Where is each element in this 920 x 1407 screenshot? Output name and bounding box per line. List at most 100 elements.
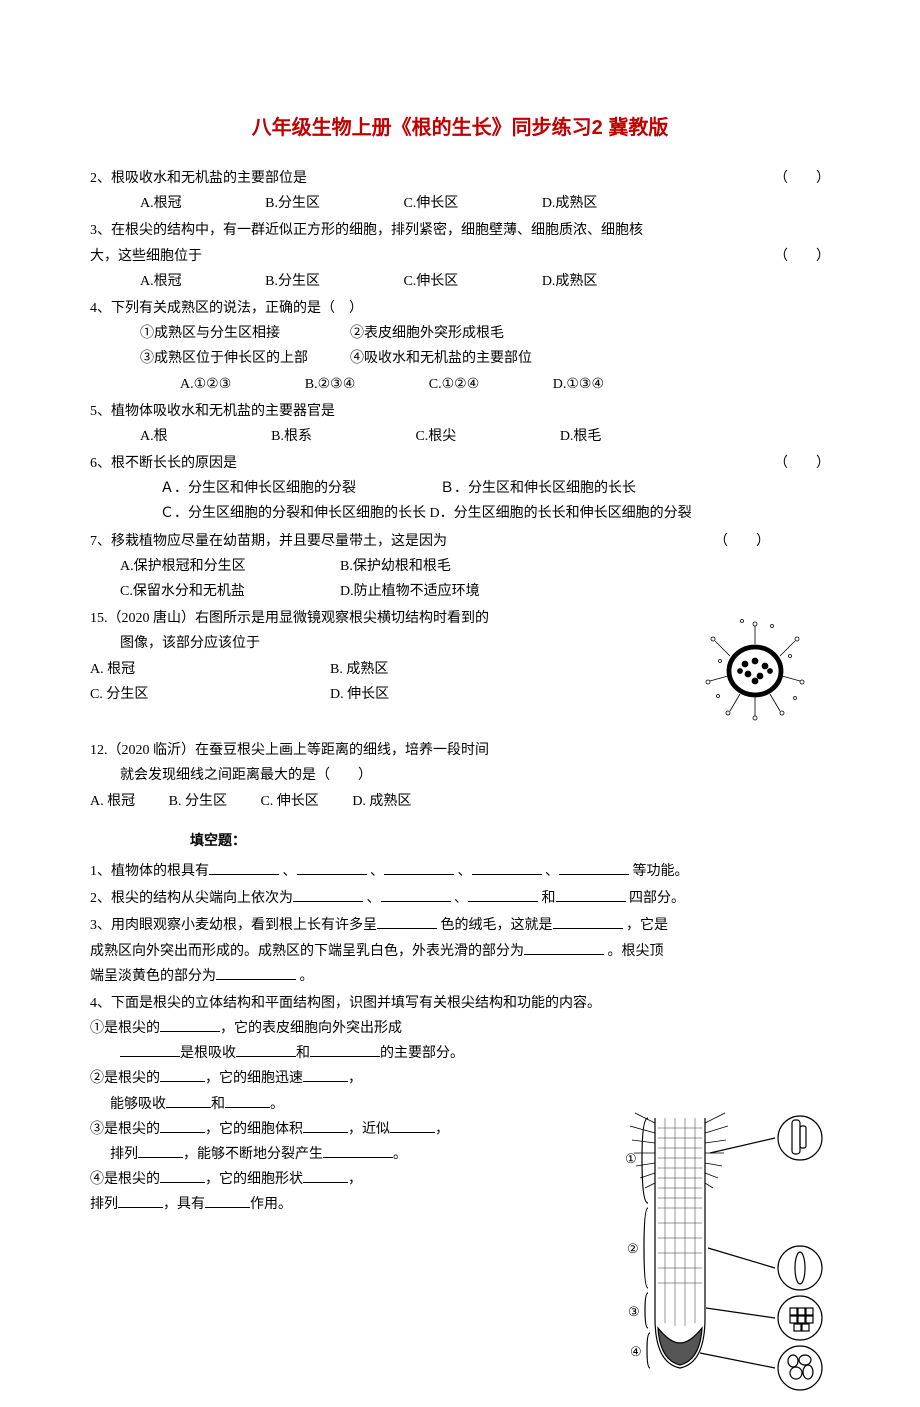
question-2: 2、根吸收水和无机盐的主要部位是（ ） A.根冠 B.分生区 C.伸长区 D.成… xyxy=(90,166,830,216)
f3-p2: 色的绒毛，这就是 xyxy=(441,918,553,933)
q12-stem1: 12.（2020 临沂）在蚕豆根尖上画上等距离的细线，培养一段时间 xyxy=(90,738,830,763)
q2-paren: （ ） xyxy=(774,166,830,191)
q7-paren: （ ） xyxy=(714,529,770,554)
q5-opt-c: C.根尖 xyxy=(415,424,456,449)
q5-stem: 5、植物体吸收水和无机盐的主要器官是 xyxy=(90,399,830,424)
f4-l4b: 和 xyxy=(211,1097,225,1112)
question-3: 3、在根尖的结构中，有一群近似正方形的细胞，排列紧密，细胞壁薄、细胞质浓、细胞核… xyxy=(90,218,830,294)
q7-stem: 7、移栽植物应尽量在幼苗期，并且要尽量带土，这是因为 xyxy=(90,534,447,549)
q6-opt-a: Ａ．分生区和伸长区细胞的分裂 xyxy=(160,476,440,501)
q7-opt-b: B.保护幼根和根毛 xyxy=(340,559,451,574)
f4-l8c: 作用。 xyxy=(250,1197,292,1212)
q15-opt-a: A. 根冠 xyxy=(90,657,330,682)
question-4: 4、下列有关成熟区的说法，正确的是（ ） ①成熟区与分生区相接②表皮细胞外突形成… xyxy=(90,296,830,397)
f4-stem: 4、下面是根尖的立体结构和平面结构图，识图并填写有关根尖结构和功能的内容。 xyxy=(90,991,830,1016)
fig-label-3: ③ xyxy=(628,1304,640,1319)
f4-l7a: ④是根尖的 xyxy=(90,1172,160,1187)
f2-p4: 和 xyxy=(542,891,556,906)
fill-section-title: 填空题： xyxy=(90,829,830,854)
fill-2: 2、根尖的结构从尖端向上依次为 、 、 和 四部分。 xyxy=(90,886,830,911)
f2-p3: 、 xyxy=(454,891,468,906)
root-tip-figure: ① ② ③ ④ xyxy=(610,1108,840,1398)
q4-stem: 4、下列有关成熟区的说法，正确的是（ ） xyxy=(90,296,830,321)
q6-opt-c: Ｃ．分生区细胞的分裂和伸长区细胞的长长 xyxy=(160,506,426,521)
f4-l5b: ，它的细胞体积 xyxy=(205,1122,303,1137)
q4-sub1b: ②表皮细胞外突形成根毛 xyxy=(350,326,504,341)
q7-opt-d: D.防止植物不适应环境 xyxy=(340,584,480,599)
f4-l4c: 。 xyxy=(270,1097,284,1112)
f4-l6c: 。 xyxy=(393,1147,407,1162)
f2-p1: 2、根尖的结构从尖端向上依次为 xyxy=(90,891,293,906)
q5-opt-d: D.根毛 xyxy=(560,424,602,449)
f4-l7c: ， xyxy=(348,1172,362,1187)
question-6: 6、根不断长长的原因是 （ ） Ａ．分生区和伸长区细胞的分裂Ｂ．分生区和伸长区细胞… xyxy=(90,451,830,527)
question-12: 12.（2020 临沂）在蚕豆根尖上画上等距离的细线，培养一段时间 就会发现细线… xyxy=(90,738,830,814)
f1-p6: 等功能。 xyxy=(633,864,689,879)
q4-opt-a: A.①②③ xyxy=(180,372,231,397)
question-7: 7、移栽植物应尽量在幼苗期，并且要尽量带土，这是因为 （ ） A.保护根冠和分生区… xyxy=(90,529,830,605)
q6-paren: （ ） xyxy=(774,451,830,476)
q4-sub1a: ①成熟区与分生区相接 xyxy=(140,321,350,346)
f3-p5: 。根尖顶 xyxy=(608,944,664,959)
q5-opt-a: A.根 xyxy=(140,424,168,449)
q4-opt-d: D.①③④ xyxy=(553,372,604,397)
q4-sub2b: ④吸收水和无机盐的主要部位 xyxy=(350,351,532,366)
question-5: 5、植物体吸收水和无机盐的主要器官是 A.根 B.根系 C.根尖 D.根毛 xyxy=(90,399,830,449)
q3-stem1: 3、在根尖的结构中，有一群近似正方形的细胞，排列紧密，细胞壁薄、细胞质浓、细胞核 xyxy=(90,218,830,243)
f3-p6: 端呈淡黄色的部分为 xyxy=(90,969,216,984)
f4-l1b: ，它的表皮细胞向外突出形成 xyxy=(220,1021,402,1036)
f4-l5a: ③是根尖的 xyxy=(90,1122,160,1137)
q2-opt-b: B.分生区 xyxy=(265,191,320,216)
f4-l3b: ，它的细胞迅速 xyxy=(205,1071,303,1086)
f3-p4: 成熟区向外突出而形成的。成熟区的下端呈乳白色，外表光滑的部分为 xyxy=(90,944,524,959)
q2-opt-a: A.根冠 xyxy=(140,191,182,216)
q2-opt-d: D.成熟区 xyxy=(542,191,598,216)
f3-p1: 3、用肉眼观察小麦幼根，看到根上长有许多呈 xyxy=(90,918,377,933)
fill-1: 1、植物体的根具有 、 、 、 、 等功能。 xyxy=(90,859,830,884)
f4-l5c: ，近似 xyxy=(348,1122,390,1137)
q6-opt-b: Ｂ．分生区和伸长区细胞的长长 xyxy=(440,481,636,496)
q12-opt-d: D. 成熟区 xyxy=(352,794,411,809)
q15-opt-d: D. 伸长区 xyxy=(330,687,389,702)
f4-l6a: 排列 xyxy=(110,1147,138,1162)
q3-opt-c: C.伸长区 xyxy=(403,269,458,294)
q5-opt-b: B.根系 xyxy=(271,424,312,449)
q7-opt-a: A.保护根冠和分生区 xyxy=(120,554,340,579)
f4-l2c: 的主要部分。 xyxy=(380,1046,464,1061)
f4-l8a: 排列 xyxy=(90,1197,118,1212)
q12-opt-b: B. 分生区 xyxy=(169,789,227,814)
f2-p5: 四部分。 xyxy=(629,891,685,906)
q4-opt-c: C.①②④ xyxy=(429,372,480,397)
f1-p1: 1、植物体的根具有 xyxy=(90,864,209,879)
fig-label-2: ② xyxy=(627,1241,639,1256)
f4-l5d: ， xyxy=(435,1122,449,1137)
f3-p3: ，它是 xyxy=(626,918,668,933)
f4-l4a: 能够吸收 xyxy=(110,1097,166,1112)
fig-label-4: ④ xyxy=(630,1344,642,1359)
fig-label-1: ① xyxy=(625,1151,637,1166)
f1-p3: 、 xyxy=(370,864,384,879)
q4-opt-b: B.②③④ xyxy=(305,372,356,397)
cross-section-figure xyxy=(700,606,810,726)
q12-opt-c: C. 伸长区 xyxy=(260,789,318,814)
f1-p4: 、 xyxy=(458,864,472,879)
f4-l2a: 是根吸收 xyxy=(180,1046,236,1061)
f4-l2b: 和 xyxy=(296,1046,310,1061)
fill-3: 3、用肉眼观察小麦幼根，看到根上长有许多呈 色的绒毛，这就是 ，它是 成熟区向外… xyxy=(90,913,830,989)
q15-opt-b: B. 成熟区 xyxy=(330,662,388,677)
fill-4: 4、下面是根尖的立体结构和平面结构图，识图并填写有关根尖结构和功能的内容。 ① 是… xyxy=(90,991,830,1218)
f4-l7b: ，它的细胞形状 xyxy=(205,1172,303,1187)
q12-stem2: 就会发现细线之间距离最大的是（ ） xyxy=(90,763,830,788)
q6-stem: 6、根不断长长的原因是 xyxy=(90,456,237,471)
q15-opt-c: C. 分生区 xyxy=(90,682,330,707)
q2-stem: 2、根吸收水和无机盐的主要部位是 xyxy=(90,171,307,186)
q3-stem2: 大，这些细胞位于 xyxy=(90,249,202,264)
q4-sub2a: ③成熟区位于伸长区的上部 xyxy=(140,346,350,371)
f4-l8b: ，具有 xyxy=(163,1197,205,1212)
q7-opt-c: C.保留水分和无机盐 xyxy=(120,579,340,604)
f4-l3a: ②是根尖的 xyxy=(90,1071,160,1086)
question-15: 15.（2020 唐山）右图所示是用显微镜观察根尖横切结构时看到的 图像，该部分… xyxy=(90,606,830,736)
page-title: 八年级生物上册《根的生长》同步练习2 冀教版 xyxy=(90,110,830,146)
q3-paren: （ ） xyxy=(774,244,830,269)
q12-opt-a: A. 根冠 xyxy=(90,789,135,814)
